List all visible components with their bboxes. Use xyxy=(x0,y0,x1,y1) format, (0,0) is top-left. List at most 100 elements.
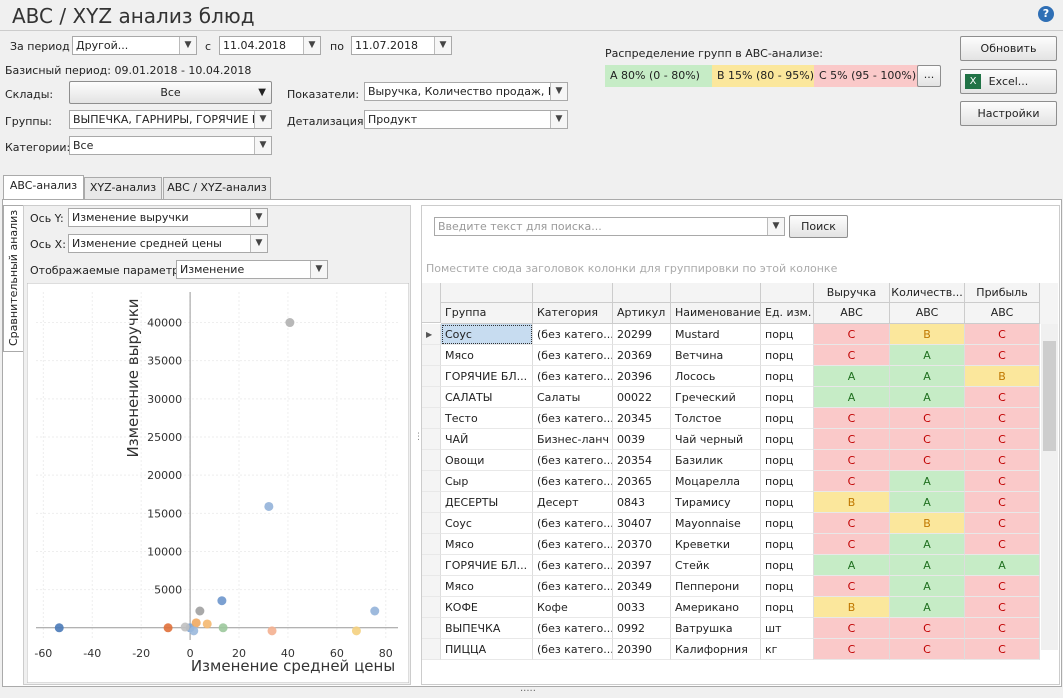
cell[interactable]: (без катего... xyxy=(533,471,613,492)
help-icon[interactable]: ? xyxy=(1038,6,1054,22)
cell[interactable]: C xyxy=(890,408,965,429)
cell[interactable]: (без катего... xyxy=(533,555,613,576)
cell[interactable]: Тирамису xyxy=(671,492,761,513)
cell[interactable]: Мясо xyxy=(441,345,533,366)
cell[interactable]: C xyxy=(814,513,890,534)
cell[interactable]: порц xyxy=(761,513,814,534)
cell[interactable]: (без катего... xyxy=(533,576,613,597)
cell[interactable]: C xyxy=(814,618,890,639)
cell[interactable]: Десерт xyxy=(533,492,613,513)
cell[interactable]: C xyxy=(965,639,1040,660)
dropdown[interactable]: Изменение средней цены▼ xyxy=(68,234,268,253)
cell[interactable]: Лосось xyxy=(671,366,761,387)
cell[interactable]: B xyxy=(814,492,890,513)
cell[interactable]: порц xyxy=(761,597,814,618)
search-button[interactable]: Поиск xyxy=(789,215,848,238)
cell[interactable]: порц xyxy=(761,408,814,429)
tab-active[interactable]: ABC-анализ xyxy=(3,175,84,199)
cell[interactable]: 0843 xyxy=(613,492,671,513)
cell[interactable]: C xyxy=(890,639,965,660)
column-header[interactable]: ABC xyxy=(890,303,965,324)
cell[interactable]: A xyxy=(890,471,965,492)
cell[interactable]: A xyxy=(890,366,965,387)
cell[interactable]: C xyxy=(965,471,1040,492)
cell[interactable]: C xyxy=(965,618,1040,639)
dropdown[interactable]: Изменение▼ xyxy=(176,260,328,279)
cell[interactable]: (без катего... xyxy=(533,408,613,429)
cell[interactable]: САЛАТЫ xyxy=(441,387,533,408)
column-header[interactable]: Категория xyxy=(533,303,613,324)
cell[interactable]: C xyxy=(965,597,1040,618)
cell[interactable]: 20396 xyxy=(613,366,671,387)
cell[interactable]: C xyxy=(814,576,890,597)
date-picker[interactable]: 11.07.2018▼ xyxy=(351,36,452,55)
cell[interactable]: C xyxy=(814,450,890,471)
dropdown[interactable]: Изменение выручки▼ xyxy=(68,208,268,227)
cell[interactable]: 00022 xyxy=(613,387,671,408)
cell[interactable]: (без катего... xyxy=(533,450,613,471)
cell[interactable]: Ветчина xyxy=(671,345,761,366)
date-picker[interactable]: 11.04.2018▼ xyxy=(219,36,321,55)
cell[interactable]: Салаты xyxy=(533,387,613,408)
cell[interactable]: B xyxy=(890,324,965,345)
cell[interactable]: C xyxy=(814,471,890,492)
cell[interactable]: C xyxy=(814,429,890,450)
cell[interactable]: A xyxy=(890,597,965,618)
cell[interactable]: порц xyxy=(761,366,814,387)
cell[interactable]: 20365 xyxy=(613,471,671,492)
cell[interactable]: Соус xyxy=(441,513,533,534)
group-header[interactable]: Количеств... xyxy=(890,283,965,303)
cell[interactable]: C xyxy=(965,492,1040,513)
cell[interactable]: Мясо xyxy=(441,534,533,555)
cell[interactable]: ПИЦЦА xyxy=(441,639,533,660)
cell[interactable]: C xyxy=(814,534,890,555)
cell[interactable]: Кофе xyxy=(533,597,613,618)
group-header[interactable]: Прибыль xyxy=(965,283,1040,303)
cell[interactable]: Соус xyxy=(441,324,533,345)
cell[interactable]: (без катего... xyxy=(533,345,613,366)
cell[interactable]: A xyxy=(890,387,965,408)
cell[interactable]: (без катего... xyxy=(533,639,613,660)
cell[interactable]: Калифорния xyxy=(671,639,761,660)
cell[interactable]: C xyxy=(890,618,965,639)
excel-button[interactable]: XExcel... xyxy=(960,69,1057,94)
cell[interactable]: C xyxy=(814,408,890,429)
scroll-thumb[interactable] xyxy=(1043,341,1056,451)
dropdown[interactable]: ВЫПЕЧКА, ГАРНИРЫ, ГОРЯЧИЕ Б...▼ xyxy=(69,110,272,129)
column-header[interactable]: Ед. изм. xyxy=(761,303,814,324)
side-tab[interactable]: Сравнительный анализ xyxy=(3,205,25,352)
cell[interactable]: 20349 xyxy=(613,576,671,597)
cell[interactable]: порц xyxy=(761,534,814,555)
cell[interactable]: B xyxy=(965,366,1040,387)
cell[interactable]: Mustard xyxy=(671,324,761,345)
cell[interactable]: порц xyxy=(761,345,814,366)
column-header[interactable]: Наименование xyxy=(671,303,761,324)
cell[interactable]: A xyxy=(890,576,965,597)
cell[interactable]: 20397 xyxy=(613,555,671,576)
dropdown[interactable]: Другой...▼ xyxy=(72,36,197,55)
cell[interactable]: Толстое xyxy=(671,408,761,429)
cell[interactable]: C xyxy=(965,534,1040,555)
cell[interactable]: A xyxy=(890,345,965,366)
cell[interactable]: Тесто xyxy=(441,408,533,429)
cell[interactable]: порц xyxy=(761,324,814,345)
cell[interactable]: Базилик xyxy=(671,450,761,471)
splitter[interactable]: ..... xyxy=(520,683,536,694)
cell[interactable]: Овощи xyxy=(441,450,533,471)
cell[interactable]: 20369 xyxy=(613,345,671,366)
column-header[interactable]: Группа xyxy=(441,303,533,324)
cell[interactable]: A xyxy=(890,492,965,513)
cell[interactable]: (без катего... xyxy=(533,513,613,534)
more-button[interactable]: ... xyxy=(917,65,941,87)
cell[interactable]: шт xyxy=(761,618,814,639)
cell[interactable]: 0992 xyxy=(613,618,671,639)
refresh-button[interactable]: Обновить xyxy=(960,36,1057,61)
cell[interactable]: Mayonnaise xyxy=(671,513,761,534)
tab[interactable]: XYZ-анализ xyxy=(84,177,162,199)
cell[interactable]: ДЕСЕРТЫ xyxy=(441,492,533,513)
cell[interactable]: C xyxy=(965,450,1040,471)
cell[interactable]: C xyxy=(814,345,890,366)
cell[interactable]: порц xyxy=(761,387,814,408)
cell[interactable]: A xyxy=(965,555,1040,576)
cell[interactable]: ЧАЙ xyxy=(441,429,533,450)
